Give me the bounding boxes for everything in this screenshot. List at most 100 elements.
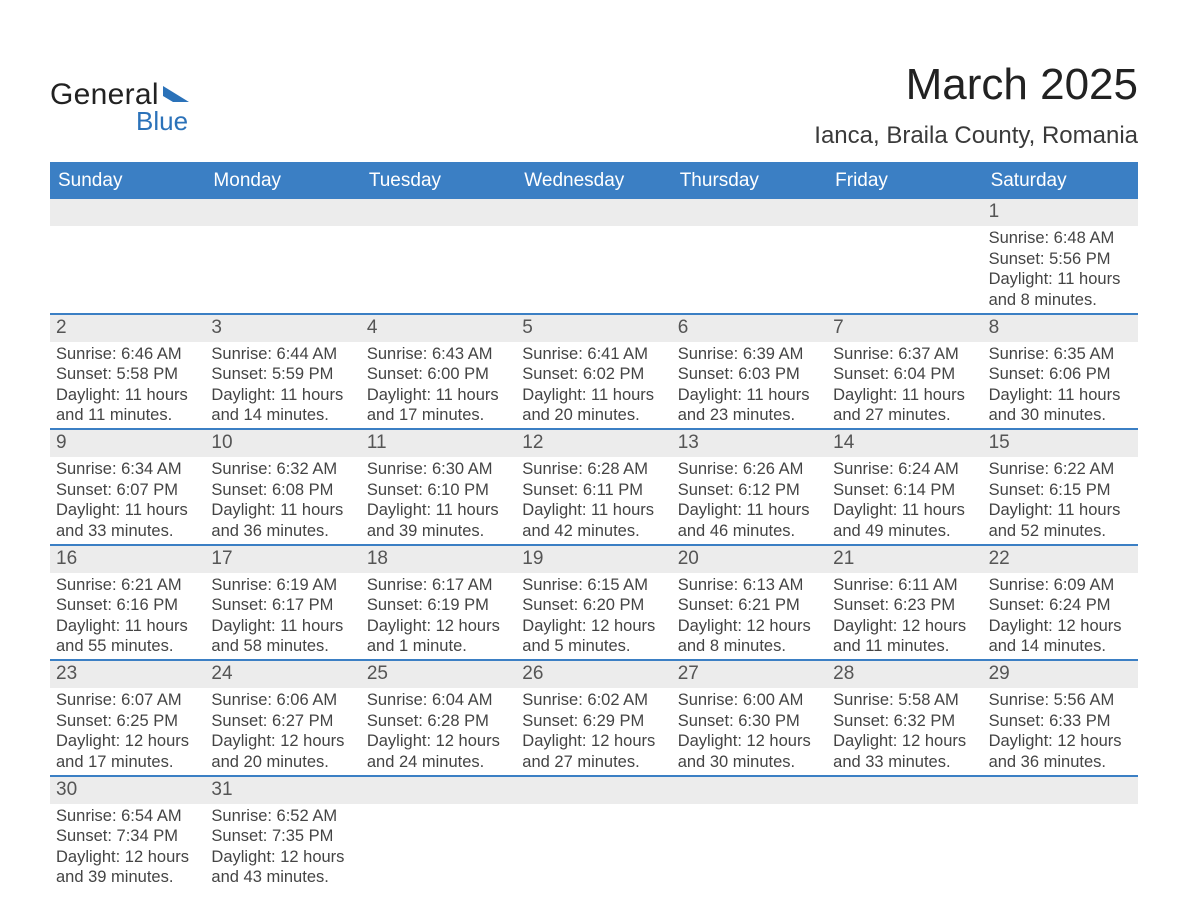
day-number: 25 (361, 661, 516, 688)
day-number: 12 (516, 430, 671, 457)
sunrise-text: Sunrise: 6:44 AM (205, 344, 360, 365)
daylight-text-1: Daylight: 12 hours (516, 731, 671, 752)
sunset-text: Sunset: 6:12 PM (672, 480, 827, 501)
day-cell: 7Sunrise: 6:37 AMSunset: 6:04 PMDaylight… (827, 315, 982, 429)
daylight-text-2: and 58 minutes. (205, 636, 360, 657)
daylight-text-2: and 33 minutes. (827, 752, 982, 773)
sunrise-text: Sunrise: 6:24 AM (827, 459, 982, 480)
sunrise-text: Sunrise: 6:52 AM (205, 806, 360, 827)
dow-monday: Monday (205, 164, 360, 199)
sunrise-text: Sunrise: 6:37 AM (827, 344, 982, 365)
daylight-text-1: Daylight: 12 hours (361, 731, 516, 752)
day-number: 10 (205, 430, 360, 457)
week-row: 16Sunrise: 6:21 AMSunset: 6:16 PMDayligh… (50, 546, 1138, 662)
day-number: 29 (983, 661, 1138, 688)
sunrise-text: Sunrise: 6:30 AM (361, 459, 516, 480)
day-cell: 17Sunrise: 6:19 AMSunset: 6:17 PMDayligh… (205, 546, 360, 660)
daylight-text-2: and 43 minutes. (205, 867, 360, 888)
day-cell: 18Sunrise: 6:17 AMSunset: 6:19 PMDayligh… (361, 546, 516, 660)
daylight-text-2: and 23 minutes. (672, 405, 827, 426)
day-cell: 4Sunrise: 6:43 AMSunset: 6:00 PMDaylight… (361, 315, 516, 429)
daylight-text-2: and 52 minutes. (983, 521, 1138, 542)
daylight-text-2: and 27 minutes. (516, 752, 671, 773)
sunset-text: Sunset: 6:04 PM (827, 364, 982, 385)
day-number: 15 (983, 430, 1138, 457)
empty-cell (516, 777, 671, 891)
day-number (516, 199, 671, 226)
day-number: 9 (50, 430, 205, 457)
empty-cell (516, 199, 671, 313)
dow-wednesday: Wednesday (516, 164, 671, 199)
sunset-text: Sunset: 5:59 PM (205, 364, 360, 385)
sunset-text: Sunset: 5:58 PM (50, 364, 205, 385)
daylight-text-2: and 49 minutes. (827, 521, 982, 542)
day-number: 14 (827, 430, 982, 457)
page: General Blue March 2025 Ianca, Braila Co… (0, 0, 1188, 918)
daylight-text-2: and 30 minutes. (983, 405, 1138, 426)
sunset-text: Sunset: 6:33 PM (983, 711, 1138, 732)
day-number (672, 199, 827, 226)
day-cell: 1Sunrise: 6:48 AMSunset: 5:56 PMDaylight… (983, 199, 1138, 313)
daylight-text-1: Daylight: 11 hours (361, 385, 516, 406)
empty-cell (983, 777, 1138, 891)
sunset-text: Sunset: 7:35 PM (205, 826, 360, 847)
day-cell: 12Sunrise: 6:28 AMSunset: 6:11 PMDayligh… (516, 430, 671, 544)
day-number: 2 (50, 315, 205, 342)
sunset-text: Sunset: 6:25 PM (50, 711, 205, 732)
sunset-text: Sunset: 6:28 PM (361, 711, 516, 732)
daylight-text-1: Daylight: 11 hours (205, 616, 360, 637)
daylight-text-1: Daylight: 12 hours (983, 616, 1138, 637)
daylight-text-2: and 55 minutes. (50, 636, 205, 657)
daylight-text-2: and 36 minutes. (983, 752, 1138, 773)
day-number (205, 199, 360, 226)
sunrise-text: Sunrise: 6:41 AM (516, 344, 671, 365)
day-number: 27 (672, 661, 827, 688)
sunset-text: Sunset: 6:15 PM (983, 480, 1138, 501)
day-cell: 13Sunrise: 6:26 AMSunset: 6:12 PMDayligh… (672, 430, 827, 544)
daylight-text-2: and 1 minute. (361, 636, 516, 657)
empty-cell (827, 199, 982, 313)
day-number: 19 (516, 546, 671, 573)
daylight-text-1: Daylight: 12 hours (50, 847, 205, 868)
day-number: 23 (50, 661, 205, 688)
day-cell: 22Sunrise: 6:09 AMSunset: 6:24 PMDayligh… (983, 546, 1138, 660)
day-cell: 23Sunrise: 6:07 AMSunset: 6:25 PMDayligh… (50, 661, 205, 775)
sunrise-text: Sunrise: 6:07 AM (50, 690, 205, 711)
daylight-text-1: Daylight: 12 hours (205, 731, 360, 752)
title-location: Ianca, Braila County, Romania (814, 122, 1138, 150)
weeks-container: 1Sunrise: 6:48 AMSunset: 5:56 PMDaylight… (50, 199, 1138, 890)
day-number (361, 777, 516, 804)
header: General Blue March 2025 Ianca, Braila Co… (50, 50, 1138, 150)
daylight-text-1: Daylight: 12 hours (827, 731, 982, 752)
day-cell: 9Sunrise: 6:34 AMSunset: 6:07 PMDaylight… (50, 430, 205, 544)
daylight-text-1: Daylight: 11 hours (983, 385, 1138, 406)
daylight-text-2: and 14 minutes. (205, 405, 360, 426)
day-cell: 29Sunrise: 5:56 AMSunset: 6:33 PMDayligh… (983, 661, 1138, 775)
day-number: 7 (827, 315, 982, 342)
empty-cell (827, 777, 982, 891)
title-block: March 2025 Ianca, Braila County, Romania (814, 50, 1138, 150)
daylight-text-2: and 36 minutes. (205, 521, 360, 542)
daylight-text-2: and 46 minutes. (672, 521, 827, 542)
sunset-text: Sunset: 6:10 PM (361, 480, 516, 501)
daylight-text-1: Daylight: 11 hours (827, 385, 982, 406)
sunset-text: Sunset: 6:02 PM (516, 364, 671, 385)
sunrise-text: Sunrise: 6:09 AM (983, 575, 1138, 596)
day-number: 13 (672, 430, 827, 457)
sunrise-text: Sunrise: 6:19 AM (205, 575, 360, 596)
daylight-text-2: and 30 minutes. (672, 752, 827, 773)
day-cell: 11Sunrise: 6:30 AMSunset: 6:10 PMDayligh… (361, 430, 516, 544)
daylight-text-1: Daylight: 12 hours (983, 731, 1138, 752)
daylight-text-2: and 33 minutes. (50, 521, 205, 542)
daylight-text-1: Daylight: 11 hours (983, 500, 1138, 521)
day-cell: 14Sunrise: 6:24 AMSunset: 6:14 PMDayligh… (827, 430, 982, 544)
sunset-text: Sunset: 6:19 PM (361, 595, 516, 616)
sunrise-text: Sunrise: 6:15 AM (516, 575, 671, 596)
sunrise-text: Sunrise: 6:54 AM (50, 806, 205, 827)
day-number: 20 (672, 546, 827, 573)
day-number: 24 (205, 661, 360, 688)
day-number: 26 (516, 661, 671, 688)
day-cell: 8Sunrise: 6:35 AMSunset: 6:06 PMDaylight… (983, 315, 1138, 429)
daylight-text-1: Daylight: 11 hours (983, 269, 1138, 290)
daylight-text-1: Daylight: 12 hours (827, 616, 982, 637)
